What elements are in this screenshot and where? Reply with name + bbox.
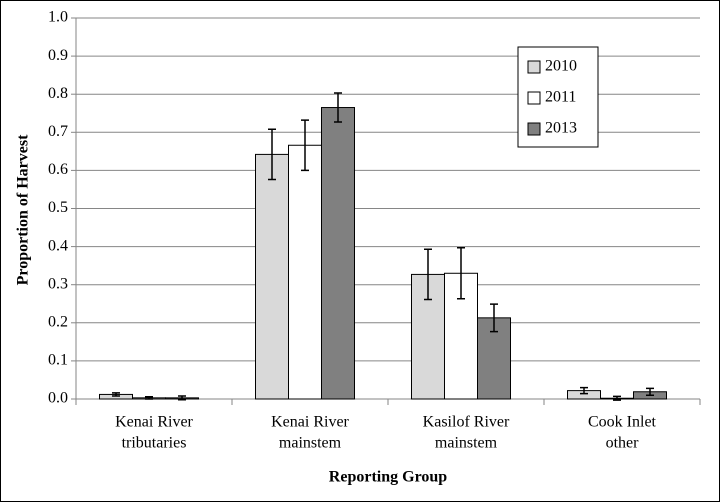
y-tick-label: 0.1 — [48, 352, 68, 369]
bar — [288, 144, 322, 400]
error-bar — [490, 303, 498, 333]
y-tick-label: 0.2 — [48, 313, 68, 330]
error-bar — [613, 395, 621, 401]
y-tick-label: 0.6 — [48, 161, 68, 178]
error-bar — [268, 128, 276, 181]
x-tick-label: mainstem — [435, 435, 498, 452]
error-bar — [112, 392, 120, 397]
error-bar — [334, 92, 342, 123]
y-tick-label: 0.4 — [48, 237, 68, 254]
x-tick-label: Kenai River — [115, 414, 193, 431]
y-tick-label: 0.8 — [48, 85, 68, 102]
legend-label: 2011 — [545, 89, 576, 106]
y-tick-label: 0.9 — [48, 47, 68, 64]
x-tick-label: mainstem — [279, 435, 342, 452]
legend-label: 2010 — [545, 58, 577, 75]
y-axis-title: Proportion of Harvest — [15, 134, 32, 285]
error-bar — [646, 387, 654, 396]
x-axis-title: Reporting Group — [329, 469, 447, 486]
error-bar — [178, 395, 186, 401]
error-bar — [145, 395, 153, 400]
y-tick-label: 0.7 — [48, 123, 68, 140]
y-tick-label: 1.0 — [48, 9, 68, 26]
y-tick-label: 0.5 — [48, 199, 68, 216]
legend-swatch — [527, 91, 541, 105]
y-tick-label: 0.3 — [48, 275, 68, 292]
legend-swatch — [527, 60, 541, 74]
bar — [255, 153, 289, 400]
x-tick-label: other — [606, 435, 640, 452]
bar — [321, 107, 355, 400]
x-tick-label: Cook Inlet — [588, 414, 657, 431]
legend-swatch — [527, 122, 541, 136]
legend-label: 2013 — [545, 120, 577, 137]
error-bar — [580, 386, 588, 395]
error-bar — [301, 119, 309, 172]
x-tick-label: tributaries — [122, 435, 187, 452]
x-tick-label: Kenai River — [271, 414, 349, 431]
y-tick-label: 0.0 — [48, 390, 68, 407]
error-bar — [457, 246, 465, 300]
x-tick-label: Kasilof River — [423, 414, 510, 431]
error-bar — [424, 248, 432, 301]
